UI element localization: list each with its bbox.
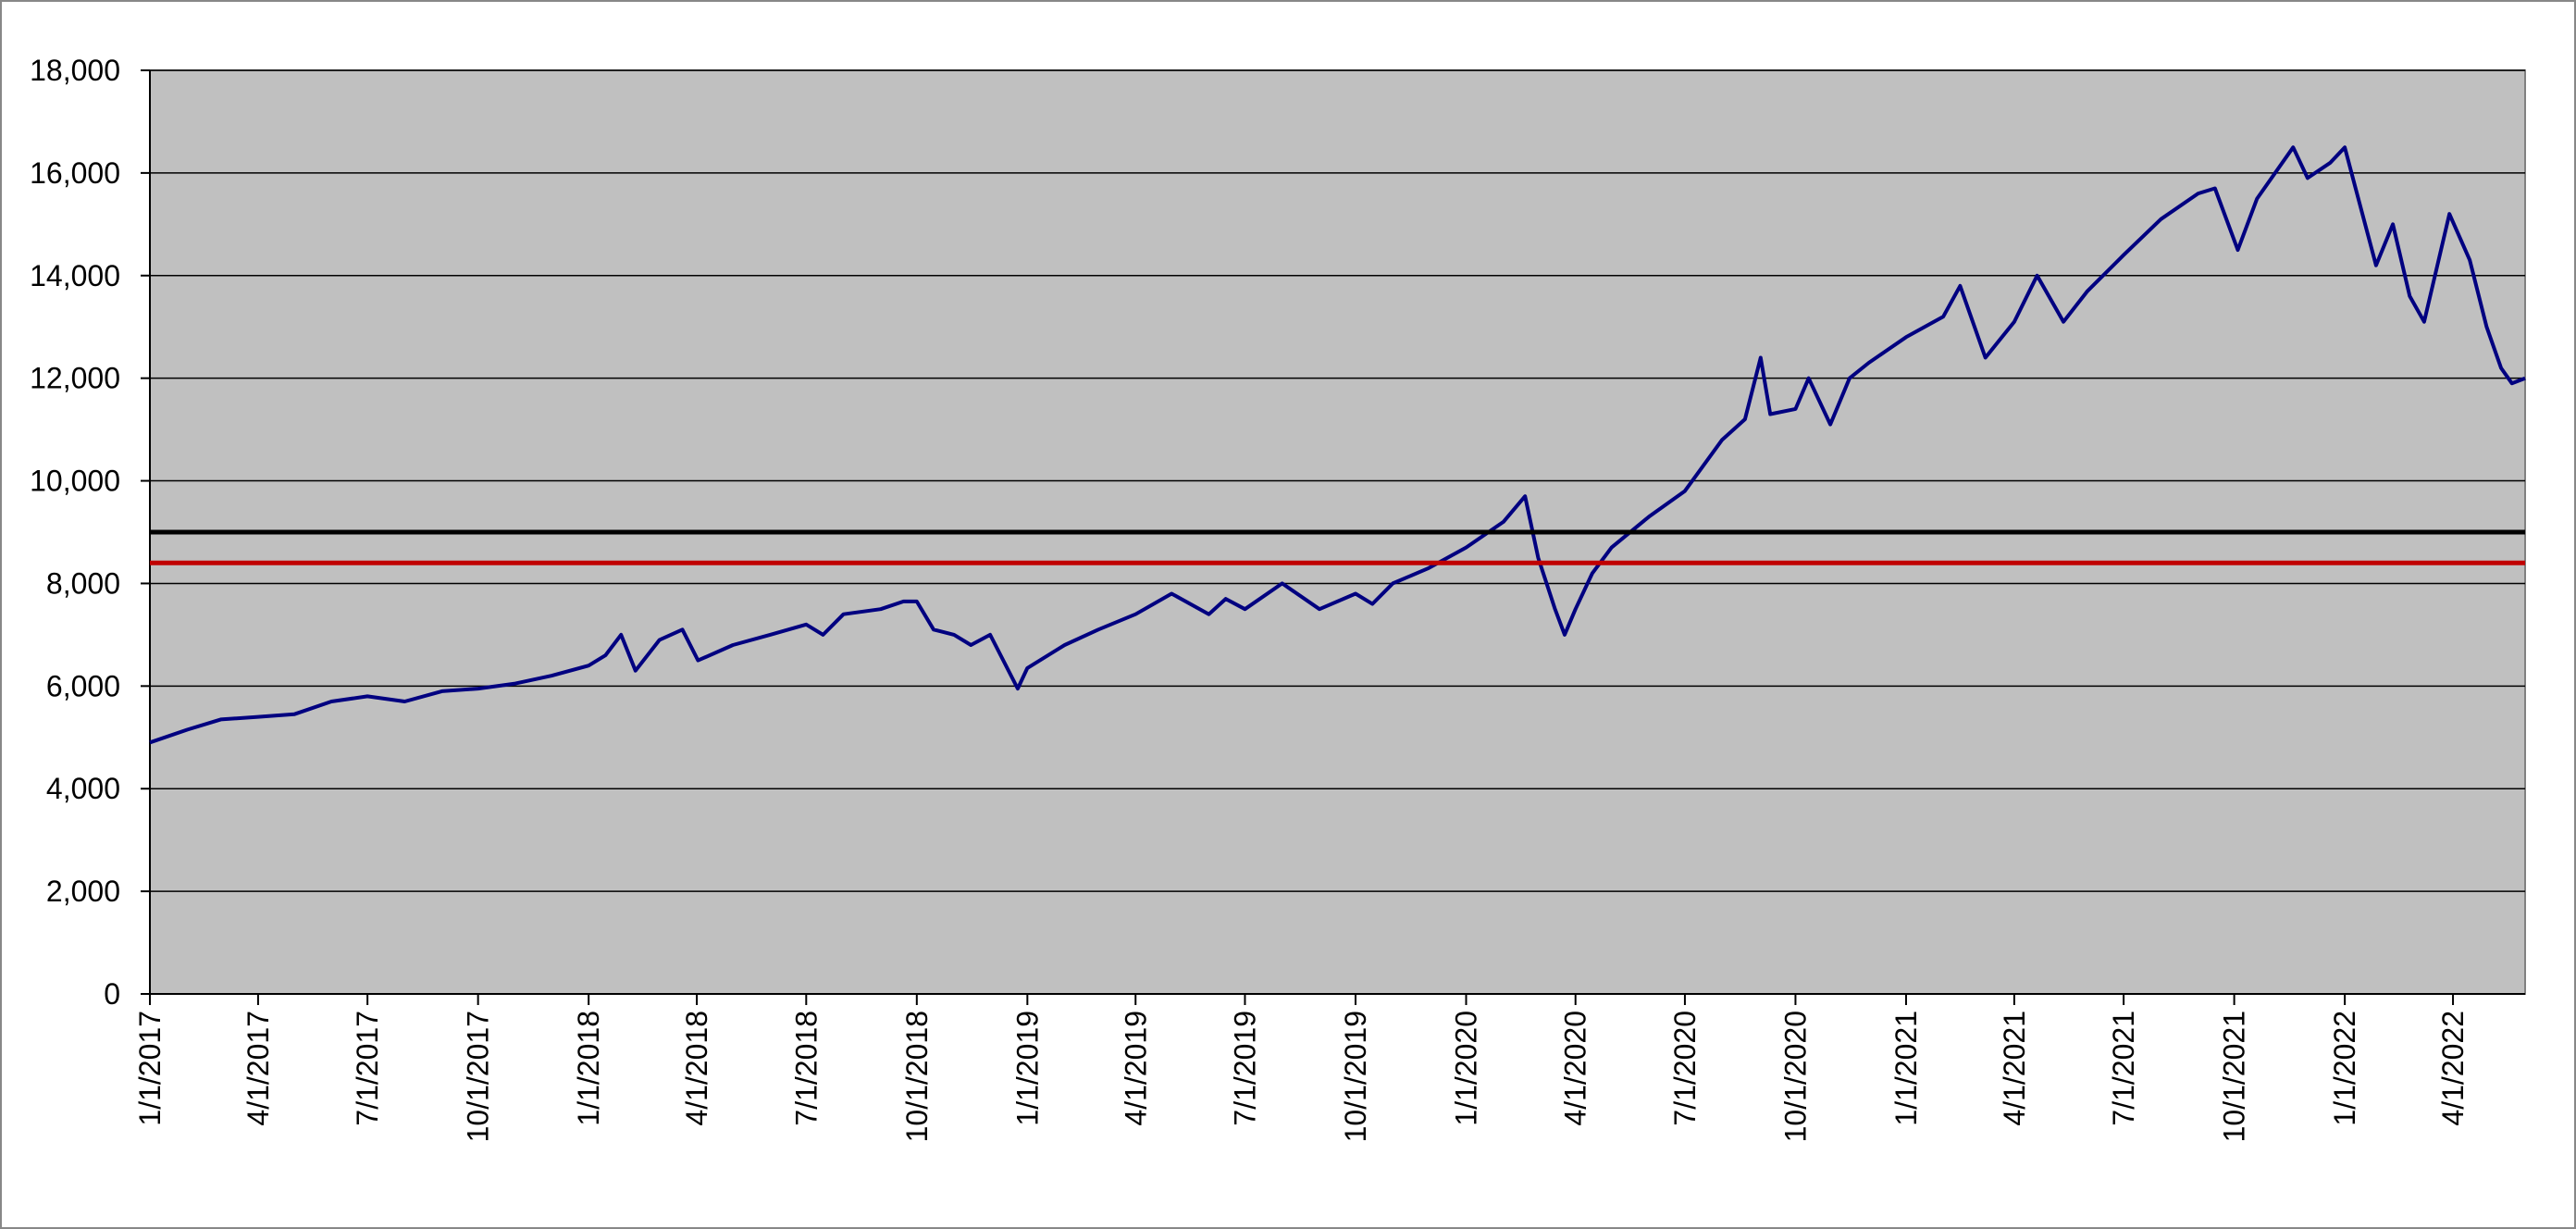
- x-tick-label: 1/1/2018: [572, 1011, 605, 1126]
- y-tick-label: 6,000: [46, 669, 120, 702]
- y-tick-label: 4,000: [46, 772, 120, 805]
- y-tick-label: 8,000: [46, 566, 120, 600]
- x-tick-label: 10/1/2018: [900, 1011, 934, 1142]
- x-tick-label: 4/1/2018: [680, 1011, 713, 1126]
- data-line: [149, 145, 2526, 745]
- x-tick-label: 4/1/2020: [1559, 1011, 1592, 1126]
- x-tick-label: 4/1/2017: [242, 1011, 275, 1126]
- x-tick-label: 10/1/2020: [1778, 1011, 1812, 1142]
- x-tick-label: 7/1/2021: [2107, 1011, 2140, 1126]
- y-tick-label: 0: [104, 977, 120, 1011]
- x-tick-label: 4/1/2022: [2436, 1011, 2470, 1126]
- x-tick-label: 4/1/2021: [1998, 1011, 2031, 1126]
- x-tick-label: 1/1/2022: [2328, 1011, 2361, 1126]
- y-tick-label: 18,000: [30, 54, 120, 87]
- y-tick-label: 10,000: [30, 465, 120, 498]
- x-tick-label: 7/1/2017: [351, 1011, 384, 1126]
- x-tick-label: 10/1/2019: [1339, 1011, 1372, 1142]
- x-tick-label: 1/1/2017: [133, 1011, 167, 1126]
- x-tick-label: 1/1/2019: [1010, 1011, 1044, 1126]
- y-tick-label: 2,000: [46, 875, 120, 908]
- x-tick-label: 10/1/2017: [462, 1011, 495, 1142]
- y-tick-label: 16,000: [30, 156, 120, 190]
- x-tick-label: 7/1/2020: [1668, 1011, 1702, 1126]
- x-tick-label: 10/1/2021: [2218, 1011, 2251, 1142]
- x-tick-label: 1/1/2020: [1450, 1011, 1483, 1126]
- x-tick-label: 1/1/2021: [1889, 1011, 1923, 1126]
- y-tick-label: 12,000: [30, 362, 120, 395]
- x-tick-label: 7/1/2018: [789, 1011, 823, 1126]
- x-tick-label: 4/1/2019: [1119, 1011, 1152, 1126]
- x-tick-label: 7/1/2019: [1228, 1011, 1261, 1126]
- y-tick-label: 14,000: [30, 259, 120, 292]
